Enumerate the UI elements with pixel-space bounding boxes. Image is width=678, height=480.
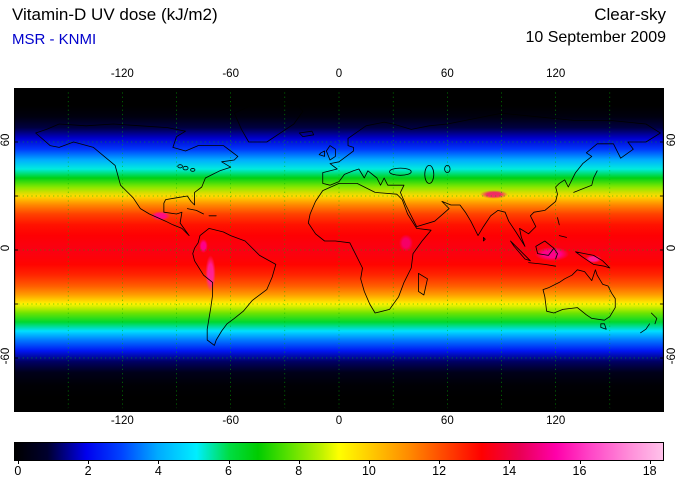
map-frame xyxy=(14,88,664,412)
colorbar-tick xyxy=(17,461,19,464)
colorbar-tick xyxy=(368,461,370,464)
coastline-japan xyxy=(573,170,598,193)
colorbar-tick-label: 0 xyxy=(14,464,22,478)
colorbar-tick xyxy=(439,461,441,464)
lat-tick-label: 0 xyxy=(0,244,12,252)
map-overlay xyxy=(14,88,664,412)
coastline-ireland xyxy=(318,150,325,157)
coastline-new-zealand xyxy=(640,312,658,334)
coastline-borneo xyxy=(535,240,555,256)
graticule xyxy=(14,88,664,412)
colorbar-tick-label: 10 xyxy=(361,464,376,478)
lon-tick-label: 60 xyxy=(440,415,454,427)
colorbar-tick-label: 6 xyxy=(225,464,232,478)
colorbar-tick-label: 18 xyxy=(642,464,657,478)
colorbar-tick xyxy=(158,461,160,464)
lat-tick-label: 0 xyxy=(666,244,678,252)
date-label: 10 September 2009 xyxy=(525,29,666,46)
coastline-new-guinea xyxy=(575,251,611,269)
world-map xyxy=(14,88,664,412)
coastline-south-america xyxy=(192,227,277,346)
colorbar-tick xyxy=(228,461,230,464)
lake-aral-sea xyxy=(444,164,451,174)
lake-great-lakes-ontario xyxy=(190,168,196,172)
coastline-north-america xyxy=(35,123,239,237)
data-source-label: MSR - KNMI xyxy=(12,31,97,48)
lon-tick-label: 120 xyxy=(546,415,566,427)
colorbar-tick xyxy=(579,461,581,464)
colorbar xyxy=(14,442,664,461)
lon-tick-label: -60 xyxy=(222,415,239,427)
lon-tick-label: 60 xyxy=(440,68,454,80)
colorbar-tick-label: 8 xyxy=(295,464,303,478)
colorbar-tick xyxy=(88,461,90,464)
colorbar-tick-label: 2 xyxy=(84,464,92,478)
lon-tick-label: -120 xyxy=(110,415,134,427)
coastline-australia xyxy=(542,269,616,321)
colorbar-ticks xyxy=(14,461,664,465)
lake-black-sea xyxy=(389,167,412,176)
lon-tick-label: 0 xyxy=(335,415,343,427)
coastlines xyxy=(35,100,661,346)
coastline-greenland xyxy=(233,100,304,143)
coastline-africa xyxy=(307,182,432,314)
colorbar-tick-label: 12 xyxy=(432,464,447,478)
lat-tick-label: 60 xyxy=(666,133,678,147)
coastline-eurasia xyxy=(322,112,661,247)
colorbar-tick xyxy=(509,461,511,464)
coastline-sumatra xyxy=(510,240,531,262)
coastline-tasmania xyxy=(600,323,607,330)
lon-tick-label: -120 xyxy=(110,68,134,80)
coastline-sulawesi xyxy=(553,247,558,260)
lake-great-lakes-michigan xyxy=(182,165,189,171)
colorbar-tick xyxy=(298,461,300,464)
coastline-java xyxy=(528,262,557,267)
coastline-great-britain xyxy=(325,145,336,161)
lat-tick-label: -60 xyxy=(666,347,678,365)
lon-tick-label: -60 xyxy=(222,68,239,80)
coastline-madagascar xyxy=(418,272,428,296)
coastline-philippines xyxy=(557,217,567,238)
colorbar-tick-label: 4 xyxy=(154,464,162,478)
coastline-cuba xyxy=(186,208,204,215)
sky-condition-label: Clear-sky xyxy=(594,5,666,24)
page-title: Vitamin-D UV dose (kJ/m2) xyxy=(12,5,218,24)
lon-tick-label: 0 xyxy=(335,68,343,80)
longitude-axis-top: -120 -60 0 60 120 xyxy=(14,68,664,82)
lake-caspian-sea xyxy=(424,164,435,184)
lat-tick-label: 60 xyxy=(0,133,12,147)
colorbar-tick-label: 16 xyxy=(572,464,587,478)
colorbar-tick xyxy=(649,461,651,464)
lat-tick-label: -60 xyxy=(0,347,12,365)
colorbar-tick-label: 14 xyxy=(502,464,517,478)
colorbar-labels: 0 2 4 6 8 10 12 14 16 18 xyxy=(14,464,664,479)
longitude-axis-bottom: -120 -60 0 60 120 xyxy=(14,415,664,429)
lake-great-lakes-superior xyxy=(177,164,183,169)
coastline-iceland xyxy=(298,130,315,138)
latitude-axis-right: 60 0 -60 xyxy=(662,88,678,412)
coastline-sri-lanka xyxy=(483,236,486,242)
lon-tick-label: 120 xyxy=(546,68,566,80)
